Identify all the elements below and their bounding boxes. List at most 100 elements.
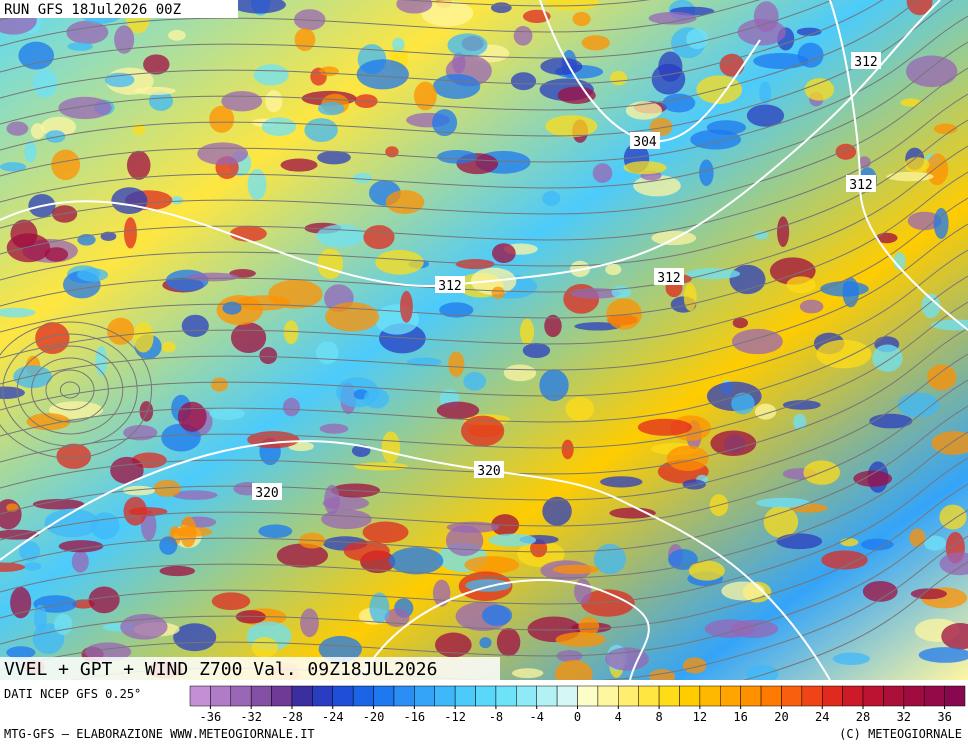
vvel-blob — [211, 592, 251, 611]
vvel-blob — [436, 401, 480, 419]
vvel-blob — [926, 153, 949, 186]
vvel-blob — [933, 123, 958, 135]
vvel-blob — [34, 604, 47, 632]
vvel-blob — [683, 282, 697, 311]
streamline — [0, 431, 968, 593]
vvel-blob — [122, 485, 155, 496]
vvel-blob — [67, 42, 93, 51]
vvel-blob — [114, 25, 135, 54]
run-box — [0, 0, 238, 18]
vvel-blob — [111, 187, 148, 215]
vvel-blob — [633, 174, 681, 197]
colorbar-swatch — [760, 685, 782, 707]
vvel-blob — [23, 562, 42, 571]
colorbar-swatch — [883, 685, 905, 707]
vvel-blob — [384, 608, 410, 628]
vvel-blob — [10, 586, 32, 619]
vvel-blob — [732, 317, 748, 329]
vvel-blob — [606, 298, 642, 330]
vvel-field — [0, 0, 968, 680]
vvel-blob — [179, 516, 197, 548]
contour-label-bg — [435, 276, 465, 293]
vvel-blob — [600, 476, 643, 488]
streamline — [0, 0, 651, 21]
colorbar-swatch — [618, 685, 639, 707]
contour-label: 320 — [477, 464, 500, 479]
vvel-blob — [721, 581, 765, 601]
vvel-blob — [520, 318, 535, 345]
vvel-blob — [71, 550, 89, 573]
vvel-blob — [574, 322, 622, 331]
vvel-blob — [939, 552, 968, 576]
vvel-blob — [731, 328, 783, 355]
vvel-blob — [173, 623, 217, 652]
vvel-blob — [437, 150, 478, 164]
vvel-blob — [557, 86, 596, 104]
cyclone-streamline — [0, 321, 153, 459]
vvel-blob — [605, 263, 622, 276]
vvel-blob — [381, 431, 401, 463]
cyclone-streamline — [16, 345, 124, 435]
streamline — [0, 67, 968, 229]
vvel-blob — [159, 536, 178, 555]
vvel-blob — [143, 54, 170, 75]
streamline — [0, 379, 968, 541]
contour-label: 312 — [438, 279, 461, 294]
vvel-blob — [319, 423, 349, 434]
streamline — [0, 171, 968, 333]
contour-label: 304 — [633, 135, 657, 150]
vvel-blob — [481, 604, 513, 626]
vvel-blob — [172, 490, 218, 500]
wind-streamlines — [0, 0, 968, 680]
colorbar-swatch — [250, 685, 272, 707]
vvel-blob — [900, 98, 922, 107]
colorbar-tick-label: 8 — [655, 710, 662, 724]
vvel-blob — [88, 586, 120, 614]
vvel-blob — [753, 53, 809, 70]
colorbar-tick-label: 36 — [937, 710, 951, 724]
colorbar-tick-label: 12 — [693, 710, 707, 724]
vvel-blob — [24, 140, 37, 163]
vvel-blob — [875, 232, 898, 244]
colorbar-tick-label: 28 — [856, 710, 870, 724]
vvel-blob — [491, 243, 516, 263]
streamline — [0, 41, 968, 203]
colorbar-swatch — [271, 685, 293, 707]
cyclone-streamline — [31, 357, 109, 423]
vvel-blob — [363, 388, 390, 409]
vvel-blob — [737, 18, 786, 46]
vvel-blob — [861, 538, 894, 551]
vvel-blob — [236, 295, 290, 311]
vvel-blob — [30, 123, 45, 139]
colorbar-swatch — [312, 685, 334, 707]
colorbar-swatch — [536, 685, 558, 707]
vvel-blob — [746, 104, 785, 127]
vvel-blob — [832, 652, 870, 665]
vvel-blob — [649, 669, 676, 680]
vvel-blob — [753, 230, 769, 240]
vvel-blob — [282, 397, 300, 417]
run-label: RUN GFS 18Jul2026 00Z — [4, 2, 181, 18]
vvel-blob — [209, 105, 235, 133]
vvel-blob — [488, 533, 537, 547]
vvel-blob — [44, 247, 69, 262]
vvel-blob — [555, 632, 606, 648]
vvel-blob — [648, 11, 697, 25]
vvel-blob — [581, 589, 635, 617]
vvel-blob — [820, 281, 869, 297]
vvel-blob — [637, 418, 692, 436]
source-label: DATI NCEP GFS 0.25° — [4, 687, 141, 701]
streamline — [0, 197, 968, 359]
vvel-blob — [316, 341, 339, 365]
colorbar-tick-label: -8 — [489, 710, 503, 724]
footer-left: MTG-GFS — ELABORAZIONE WWW.METEOGIORNALE… — [4, 727, 315, 741]
vvel-blob — [496, 627, 521, 657]
contour-label: 320 — [255, 486, 278, 501]
colorbar-swatch — [679, 685, 701, 707]
vvel-blob — [316, 224, 365, 248]
vvel-blob — [177, 401, 207, 432]
vvel-blob — [447, 33, 488, 58]
vvel-blob — [230, 322, 267, 354]
vvel-blob — [126, 150, 151, 180]
vvel-blob — [53, 613, 73, 635]
